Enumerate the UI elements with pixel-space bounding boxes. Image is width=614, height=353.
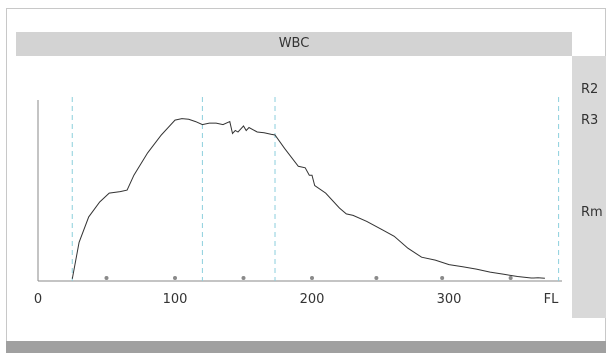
marker-dot xyxy=(104,276,109,280)
histogram-curve xyxy=(71,118,545,279)
region-label-r3: R3 xyxy=(581,113,599,128)
bottom-strip xyxy=(6,341,606,353)
title-bar: WBC xyxy=(16,32,572,56)
x-tick-label: 0 xyxy=(34,292,42,307)
marker-dot xyxy=(508,276,513,280)
marker-dot xyxy=(374,276,379,280)
chart-title: WBC xyxy=(278,36,310,51)
divider-lines xyxy=(71,97,560,281)
x-tick-label: 100 xyxy=(163,292,188,307)
x-tick-label: 200 xyxy=(300,292,325,307)
x-axis-label: FL xyxy=(544,292,559,307)
region-panel xyxy=(572,56,606,318)
marker-dots xyxy=(104,276,513,280)
chart-frame xyxy=(6,8,606,343)
region-label-r2: R2 xyxy=(581,82,599,97)
x-tick-label: 300 xyxy=(437,292,462,307)
region-label-rm: Rm xyxy=(581,205,603,220)
marker-dot xyxy=(310,276,314,280)
marker-dot xyxy=(241,276,246,280)
marker-dot xyxy=(173,276,177,280)
x-tick-labels: 0 100 200 300 xyxy=(34,292,462,307)
marker-dot xyxy=(440,276,445,280)
